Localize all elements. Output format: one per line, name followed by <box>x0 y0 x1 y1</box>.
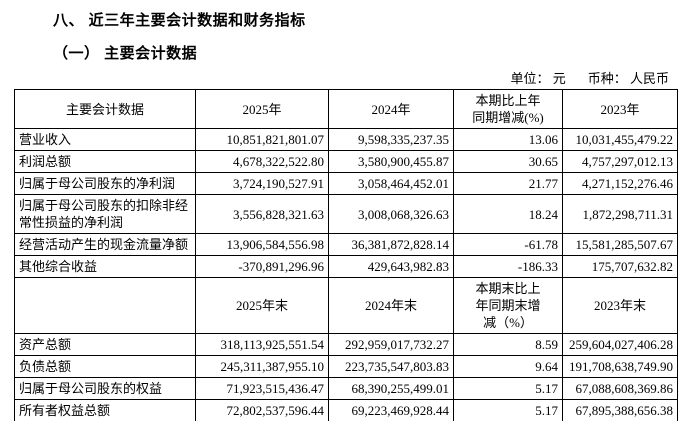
value-2025-cell: 3,556,828,321.63 <box>195 194 329 234</box>
change-percent-cell: -186.33 <box>453 255 563 278</box>
period-header-cell: 2023年 <box>562 89 678 129</box>
metric-label-cell: 所有者权益总额 <box>14 399 196 421</box>
metric-label-cell: 经营活动产生的现金流量净额 <box>14 233 196 256</box>
value-2024-cell: 3,008,068,326.63 <box>328 194 454 234</box>
value-2023-cell: 10,031,455,479.22 <box>562 128 678 151</box>
annual-report-page: 八、 近三年主要会计数据和财务指标 （一） 主要会计数据 单位： 元 币种： 人民… <box>0 12 689 421</box>
subsection-title: （一） 主要会计数据 <box>53 45 198 62</box>
table-header-row: 2025年末 2024年末 本期末比上 年同期末增 减（%） 2023年末 <box>14 277 678 334</box>
value-2025-cell: 10,851,821,801.07 <box>195 128 329 151</box>
currency-label: 币种： 人民币 <box>587 71 669 86</box>
metric-label-cell: 营业收入 <box>14 128 196 151</box>
table-row: 利润总额 4,678,322,522.80 3,580,900,455.87 30.6… <box>14 150 678 173</box>
table-row: 营业收入 10,851,821,801.07 9,598,335,237.35 13.… <box>14 128 678 151</box>
value-2023-cell: 4,757,297,012.13 <box>562 150 678 173</box>
value-2024-cell: 429,643,982.83 <box>328 255 454 278</box>
value-2025-cell: 13,906,584,556.98 <box>195 233 329 256</box>
period-header-cell: 2024年 <box>328 89 454 129</box>
value-2025-cell: 245,311,387,955.10 <box>195 355 329 378</box>
value-2025-cell: 318,113,925,551.54 <box>195 333 329 356</box>
value-2025-cell: 71,923,515,436.47 <box>195 377 329 400</box>
table-header-row: 主要会计数据 2025年 2024年 本期比上年 同期增减(%) 2023年 <box>14 89 678 129</box>
unit-label: 单位： 元 <box>510 71 566 86</box>
change-percent-cell: 13.06 <box>453 128 563 151</box>
value-2024-cell: 3,058,464,452.01 <box>328 172 454 195</box>
change-percent-cell: -61.78 <box>453 233 563 256</box>
value-2025-cell: -370,891,296.96 <box>195 255 329 278</box>
unit-currency-line: 单位： 元 币种： 人民币 <box>14 71 677 86</box>
value-2024-cell: 223,735,547,803.83 <box>328 355 454 378</box>
value-2023-cell: 67,895,388,656.38 <box>562 399 678 421</box>
value-2024-cell: 292,959,017,732.27 <box>328 333 454 356</box>
value-2023-cell: 67,088,608,369.86 <box>562 377 678 400</box>
table-row: 经营活动产生的现金流量净额 13,906,584,556.98 36,381,872… <box>14 233 678 256</box>
value-2024-cell: 3,580,900,455.87 <box>328 150 454 173</box>
value-2025-cell: 72,802,537,596.44 <box>195 399 329 421</box>
table-row: 归属于母公司股东的扣除非经常性损益的净利润 3,556,828,321.63 3,0… <box>14 194 678 234</box>
metric-label-cell: 归属于母公司股东的扣除非经常性损益的净利润 <box>14 194 196 234</box>
value-2023-cell: 259,604,027,406.28 <box>562 333 678 356</box>
accounting-data-table: 主要会计数据 2025年 2024年 本期比上年 同期增减(%) 2023年 营业收入 10… <box>14 89 678 421</box>
period-end-header-cell: 2024年末 <box>328 277 454 334</box>
value-2023-cell: 4,271,152,276.46 <box>562 172 678 195</box>
value-2023-cell: 1,872,298,711.31 <box>562 194 678 234</box>
change-percent-cell: 21.77 <box>453 172 563 195</box>
table-row: 所有者权益总额 72,802,537,596.44 69,223,469,928.4… <box>14 399 678 421</box>
metric-label-cell: 负债总额 <box>14 355 196 378</box>
period-header-cell: 2025年 <box>195 89 329 129</box>
period-end-header-cell: 2025年末 <box>195 277 329 334</box>
table-row: 资产总额 318,113,925,551.54 292,959,017,732.27… <box>14 333 678 356</box>
change-percent-cell: 9.64 <box>453 355 563 378</box>
period-header-cell: 本期比上年 同期增减(%) <box>453 89 563 129</box>
section-title: 八、 近三年主要会计数据和财务指标 <box>53 12 306 29</box>
value-2024-cell: 9,598,335,237.35 <box>328 128 454 151</box>
change-percent-cell: 30.65 <box>453 150 563 173</box>
metric-label-cell: 归属于母公司股东的净利润 <box>14 172 196 195</box>
change-percent-cell: 5.17 <box>453 377 563 400</box>
value-2025-cell: 3,724,190,527.91 <box>195 172 329 195</box>
table-row: 归属于母公司股东的权益 71,923,515,436.47 68,390,255,4… <box>14 377 678 400</box>
column-header-cell: 主要会计数据 <box>14 89 196 129</box>
metric-label-cell: 其他综合收益 <box>14 255 196 278</box>
period-end-header-cell: 本期末比上 年同期末增 减（%） <box>453 277 563 334</box>
change-percent-cell: 18.24 <box>453 194 563 234</box>
value-2024-cell: 68,390,255,499.01 <box>328 377 454 400</box>
empty-header-cell <box>14 277 196 334</box>
value-2023-cell: 191,708,638,749.90 <box>562 355 678 378</box>
metric-label-cell: 归属于母公司股东的权益 <box>14 377 196 400</box>
table-row: 负债总额 245,311,387,955.10 223,735,547,803.83… <box>14 355 678 378</box>
metric-label-cell: 资产总额 <box>14 333 196 356</box>
value-2024-cell: 69,223,469,928.44 <box>328 399 454 421</box>
change-percent-cell: 8.59 <box>453 333 563 356</box>
metric-label-cell: 利润总额 <box>14 150 196 173</box>
value-2023-cell: 15,581,285,507.67 <box>562 233 678 256</box>
change-percent-cell: 5.17 <box>453 399 563 421</box>
value-2023-cell: 175,707,632.82 <box>562 255 678 278</box>
table-row: 其他综合收益 -370,891,296.96 429,643,982.83 -186.… <box>14 255 678 278</box>
value-2024-cell: 36,381,872,828.14 <box>328 233 454 256</box>
table-row: 归属于母公司股东的净利润 3,724,190,527.91 3,058,464,45… <box>14 172 678 195</box>
value-2025-cell: 4,678,322,522.80 <box>195 150 329 173</box>
period-end-header-cell: 2023年末 <box>562 277 678 334</box>
